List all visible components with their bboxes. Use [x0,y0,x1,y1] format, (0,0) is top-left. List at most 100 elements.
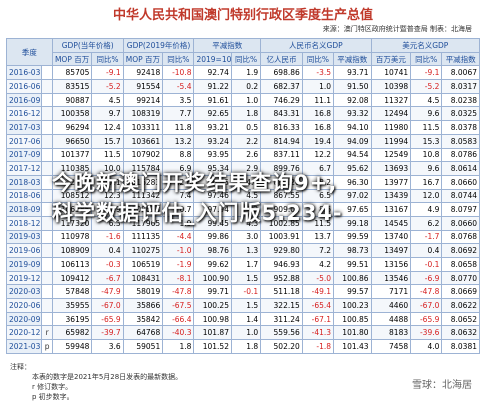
cell: 12.0 [410,188,443,204]
data-row: 2019-12 109412 -6.7 108431 -8.1 100.90 1.5 952.… [5,270,480,286]
cell: 12.2 [301,147,335,163]
subheader: MOP 百万 [122,51,164,67]
cell: 108319 [122,106,164,122]
cell: 322.15 [260,298,303,313]
subheader: 同比% [410,51,443,67]
cell: 1.8 [230,339,262,354]
cell: 9.7 [91,106,124,122]
cell: 8.0378 [441,120,480,135]
cell [41,120,53,135]
data-row: 2017-06 96650 15.7 103661 13.2 93.24 2.2 814.94… [5,133,480,149]
cell: 8.0067 [441,65,480,81]
cell: 816.33 [260,120,303,135]
subheader: 同比% [162,51,195,67]
cell: 1.8 [230,106,262,122]
cell: 103311 [122,120,164,135]
cell: -47.8 [162,284,195,300]
cell: -1.6 [91,229,124,245]
quarter: 2020-06 [5,298,43,313]
cell: 7.4 [162,188,195,204]
cell: -65.9 [410,311,443,327]
quarter: 2018-09 [5,202,43,217]
cell: 8.0768 [441,229,480,245]
cell: 57848 [51,284,93,300]
cell: 3.5 [162,92,195,108]
cell: 101.43 [333,339,372,354]
cell: 311.24 [260,311,303,327]
cell: 1.8 [162,339,195,354]
quarter: 2016-09 [5,92,43,108]
cell: -1.7 [410,229,443,245]
quarter: 2017-12 [5,161,43,176]
cell: 8.0797 [441,202,480,217]
cell: 97.02 [333,188,372,204]
cell [41,215,53,231]
cell: 90887 [51,92,93,108]
subheader: 平减指数 [333,51,372,67]
cell: 99.62 [193,257,232,272]
cell: 11.5 [91,147,124,163]
cell: 36195 [51,311,93,327]
cell: -1.9 [162,257,195,272]
cell: 8.8 [162,147,195,163]
cell: 16.8 [301,106,335,122]
cell: 13439 [370,188,412,204]
cell: 108909 [51,243,93,258]
cell [41,65,53,81]
cell: 92418 [122,65,164,81]
cell: 15.3 [410,133,443,149]
data-row: 2019-03 110978 -1.6 111135 -4.4 99.86 3.0 1003.… [5,229,480,245]
notes-label: 注释： [10,363,31,371]
cell: 7171 [370,284,412,300]
cell: 559.56 [260,325,303,341]
cell: 2.2 [230,133,262,149]
cell: 101377 [51,147,93,163]
cell: 7458 [370,339,412,354]
cell [41,229,53,245]
data-row: 2018-03 112741 17.1 116283 12.6 96.95 4.0 883.2… [5,174,480,190]
cell: 12549 [370,147,412,163]
cell: 94.10 [333,120,372,135]
cell: -39.6 [410,325,443,341]
cell: -41.3 [301,325,335,341]
cell: 682.37 [260,79,303,94]
cell: -1.0 [162,243,195,258]
cell: 3.0 [230,229,262,245]
cell [41,161,53,176]
cell: 100.98 [193,311,232,327]
cell [41,79,53,94]
cell: 95.34 [193,161,232,176]
cell: -65.4 [301,298,335,313]
cell [41,106,53,122]
quarter: 2016-12 [5,106,43,122]
cell: 98.76 [193,243,232,258]
cell: 108431 [122,270,164,286]
subheader: 同比% [91,51,124,67]
cell: 1.0 [230,325,262,341]
cell: 13977 [370,174,412,190]
gdp-table: 季度 GDP(当年价格) GDP(2019年价格) 平减指数 人民币名义GDP 美元名义G… [5,37,481,354]
group-header: 季度 [6,37,53,67]
quarter: 2020-12 [5,325,43,341]
cell: 814.94 [260,133,303,149]
cell: 837.11 [260,147,303,163]
cell: 13167 [370,202,412,217]
cell: 99.59 [333,229,372,245]
data-row: 2017-03 96294 12.4 103311 11.8 93.21 0.5 816.33… [5,120,480,135]
cell: 13740 [370,229,412,245]
cell: 946.93 [260,257,303,272]
subheader: 平减指数 [441,51,480,67]
cell: 8.0658 [441,257,480,272]
cell: 11.5 [301,215,335,231]
cell: 96650 [51,133,93,149]
cell: -0.3 [91,257,124,272]
cell: 1.4 [230,311,262,327]
cell: -47.9 [91,284,124,300]
cell: -67.0 [410,298,443,313]
data-row: 2020-06 35955 -67.0 35866 -67.5 100.25 1.5 322.… [5,298,480,313]
subheader: 同比% [230,51,262,67]
cell: 13.7 [301,229,335,245]
subheader: 百万美元 [370,51,412,67]
cell: -10.8 [162,65,195,81]
cell: 8.0632 [441,325,480,341]
